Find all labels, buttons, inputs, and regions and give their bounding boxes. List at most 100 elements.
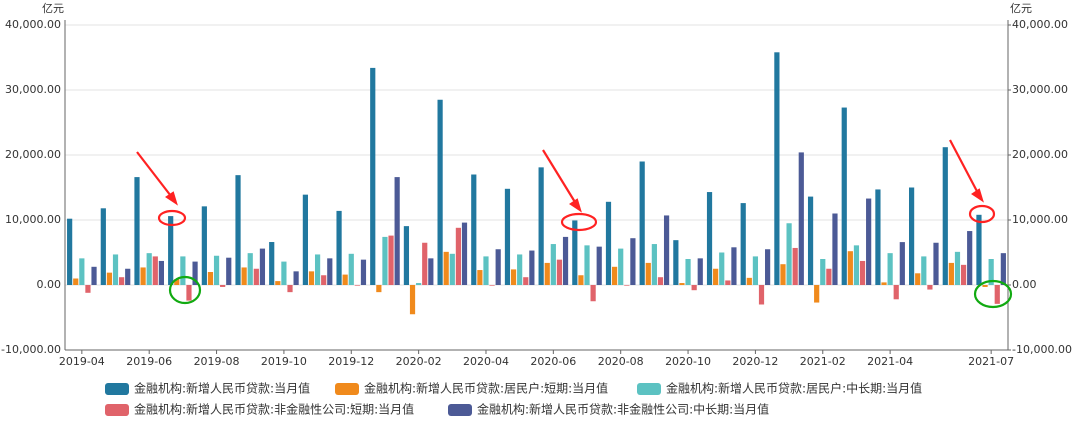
arrow-head bbox=[165, 191, 178, 206]
bar bbox=[471, 174, 477, 285]
bar bbox=[428, 258, 434, 285]
bar bbox=[596, 246, 602, 285]
bar bbox=[663, 215, 670, 285]
bar bbox=[416, 283, 422, 285]
legend-label: 金融机构:新增人民币贷款:当月值 bbox=[134, 381, 310, 396]
bar bbox=[327, 258, 333, 285]
x-tick-label: 2020-08 bbox=[598, 355, 644, 368]
y-unit: 亿元 bbox=[42, 2, 64, 15]
bar bbox=[618, 248, 624, 285]
bar bbox=[314, 254, 321, 285]
bar bbox=[287, 285, 293, 293]
x-tick-label: 2019-10 bbox=[261, 355, 307, 368]
bar bbox=[213, 255, 220, 285]
legend-swatch bbox=[105, 404, 129, 416]
bar bbox=[820, 259, 826, 285]
legend-label: 金融机构:新增人民币贷款:居民户:中长期:当月值 bbox=[666, 381, 922, 396]
bar bbox=[994, 285, 1000, 304]
bar bbox=[679, 283, 685, 285]
bar bbox=[550, 244, 556, 285]
bar bbox=[168, 216, 174, 285]
bar bbox=[807, 196, 814, 285]
bar bbox=[455, 227, 462, 285]
bar bbox=[853, 245, 860, 285]
bar bbox=[220, 285, 226, 287]
bar bbox=[786, 223, 792, 285]
bar bbox=[740, 203, 746, 285]
bar bbox=[91, 266, 97, 285]
bar bbox=[673, 240, 679, 285]
bar bbox=[814, 285, 820, 303]
bar bbox=[207, 272, 214, 285]
bar bbox=[639, 161, 645, 285]
x-tick-label: 2021-07 bbox=[968, 355, 1014, 368]
bar bbox=[73, 278, 79, 285]
bar bbox=[119, 277, 125, 285]
legend-swatch bbox=[105, 383, 129, 395]
legend-swatch bbox=[335, 383, 359, 395]
highlight-circle bbox=[968, 204, 996, 224]
x-tick-label: 2019-08 bbox=[194, 355, 240, 368]
y2-unit: 亿元 bbox=[1010, 2, 1032, 15]
bar bbox=[954, 251, 961, 285]
y2-tick-label: 40,000.00 bbox=[1012, 18, 1068, 31]
y-tick-label: 40,000.00 bbox=[5, 18, 61, 31]
y-tick-label: 20,000.00 bbox=[5, 148, 61, 161]
legend-label: 金融机构:新增人民币贷款:非金融性公司:中长期:当月值 bbox=[477, 402, 769, 417]
bar bbox=[933, 242, 939, 285]
y-tick-label: 0.00 bbox=[37, 278, 62, 291]
y2-tick-label: 20,000.00 bbox=[1012, 148, 1068, 161]
legend: 金融机构:新增人民币贷款:当月值 金融机构:新增人民币贷款:居民户:短期:当月值金… bbox=[105, 381, 922, 417]
bar bbox=[67, 218, 73, 285]
bar bbox=[409, 285, 416, 315]
bar bbox=[841, 107, 847, 285]
bar bbox=[881, 282, 887, 285]
bar bbox=[192, 261, 198, 285]
bar bbox=[370, 67, 376, 286]
bar bbox=[948, 262, 954, 285]
bar bbox=[342, 274, 348, 285]
bar bbox=[752, 256, 759, 285]
bar bbox=[927, 285, 933, 290]
bar bbox=[354, 285, 360, 286]
bar bbox=[388, 235, 394, 285]
bar bbox=[449, 253, 455, 285]
bar bbox=[942, 147, 948, 285]
bar bbox=[376, 285, 382, 293]
bar bbox=[180, 256, 186, 285]
bar bbox=[106, 272, 113, 285]
x-tick-label: 2020-12 bbox=[732, 355, 778, 368]
bar bbox=[713, 268, 719, 285]
bar bbox=[174, 279, 180, 285]
bar bbox=[403, 226, 410, 285]
bar bbox=[578, 275, 584, 285]
bar bbox=[269, 242, 275, 285]
bar bbox=[875, 189, 881, 285]
bar bbox=[422, 242, 428, 285]
bar bbox=[572, 220, 578, 285]
bar bbox=[125, 268, 131, 285]
bar bbox=[780, 264, 786, 285]
bar bbox=[792, 247, 798, 285]
bar bbox=[241, 267, 247, 285]
bar bbox=[437, 99, 443, 285]
bar bbox=[394, 177, 400, 285]
bar bbox=[461, 222, 468, 285]
bar bbox=[134, 177, 140, 285]
legend-label: 金融机构:新增人民币贷款:非金融性公司:短期:当月值 bbox=[134, 402, 414, 417]
bar bbox=[158, 260, 164, 285]
bar bbox=[915, 273, 921, 285]
bar bbox=[281, 261, 287, 285]
bar bbox=[887, 253, 893, 285]
x-tick-label: 2020-06 bbox=[530, 355, 576, 368]
bar bbox=[657, 277, 664, 285]
bar bbox=[146, 253, 152, 285]
arrow bbox=[136, 151, 175, 201]
bar bbox=[360, 259, 367, 285]
bar bbox=[443, 251, 449, 285]
highlight-circle bbox=[973, 279, 1013, 309]
x-tick-label: 2021-02 bbox=[800, 355, 846, 368]
bar bbox=[988, 259, 994, 285]
legend-swatch bbox=[637, 383, 661, 395]
y-tick-label: 30,000.00 bbox=[5, 83, 61, 96]
